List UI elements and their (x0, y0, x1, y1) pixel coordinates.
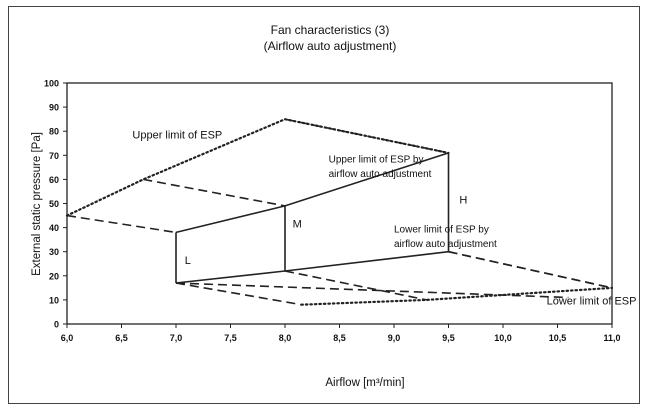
y-tick-label: 40 (49, 223, 59, 233)
y-tick-label: 90 (49, 103, 59, 113)
y-tick-label: 10 (49, 295, 59, 305)
x-tick-label: 10,5 (549, 333, 567, 343)
y-axis-title: External static pressure [Pa] (31, 132, 43, 276)
x-tick-label: 11,0 (603, 333, 620, 343)
y-tick-label: 0 (54, 320, 59, 330)
annotation-label: Upper limit of ESP by (329, 155, 424, 166)
y-tick-label: 60 (49, 175, 59, 185)
series-line-dashed (175, 282, 302, 306)
x-tick-label: 8,0 (279, 333, 292, 343)
x-tick-label: 8,5 (333, 333, 346, 343)
series-line-dashed (143, 178, 286, 207)
annotation-label: Lower limit of ESP (547, 296, 637, 308)
chart-title: Fan characteristics (3) (271, 23, 390, 37)
series-line-dashed (448, 250, 613, 289)
x-tick-label: 7,5 (224, 333, 237, 343)
series-line-dashed (66, 214, 177, 234)
x-tick-label: 7,0 (170, 333, 183, 343)
plot-area: 6,0 6,5 7,0 7,5 8,0 8,5 9,0 9,5 10,0 10,5 11,0 0 10 2… (44, 79, 637, 344)
x-tick-label: 9,0 (388, 333, 401, 343)
y-tick-label: 70 (49, 151, 59, 161)
series-line-dotted (65, 118, 450, 217)
y-tick-label: 80 (49, 127, 59, 137)
annotation-label: airflow auto adjustment (394, 239, 497, 250)
plot-border (66, 82, 613, 325)
x-axis-title: Airflow [m³/min] (325, 377, 404, 389)
series-line-dashed (175, 282, 569, 299)
x-tick-label: 10,0 (494, 333, 512, 343)
y-tick-label: 30 (49, 247, 59, 257)
annotation-label: airflow auto adjustment (329, 169, 432, 180)
chart-frame (8, 6, 640, 404)
y-tick-label: 20 (49, 271, 59, 281)
y-tick-label: 100 (44, 79, 59, 89)
x-tick-label: 6,5 (115, 333, 128, 343)
chart-subtitle: (Airflow auto adjustment) (264, 39, 397, 53)
series-line-solid (175, 250, 449, 284)
x-tick-label: 9,5 (442, 333, 455, 343)
annotation-label: Lower limit of ESP by (394, 224, 489, 235)
annotation-label: Upper limit of ESP (132, 129, 222, 141)
annotation-label: M (293, 219, 302, 231)
annotation-label: L (185, 255, 191, 267)
series-line-dashed (284, 270, 427, 301)
y-tick-label: 50 (49, 199, 59, 209)
annotation-label: H (459, 195, 467, 207)
x-tick-label: 6,0 (61, 333, 74, 343)
